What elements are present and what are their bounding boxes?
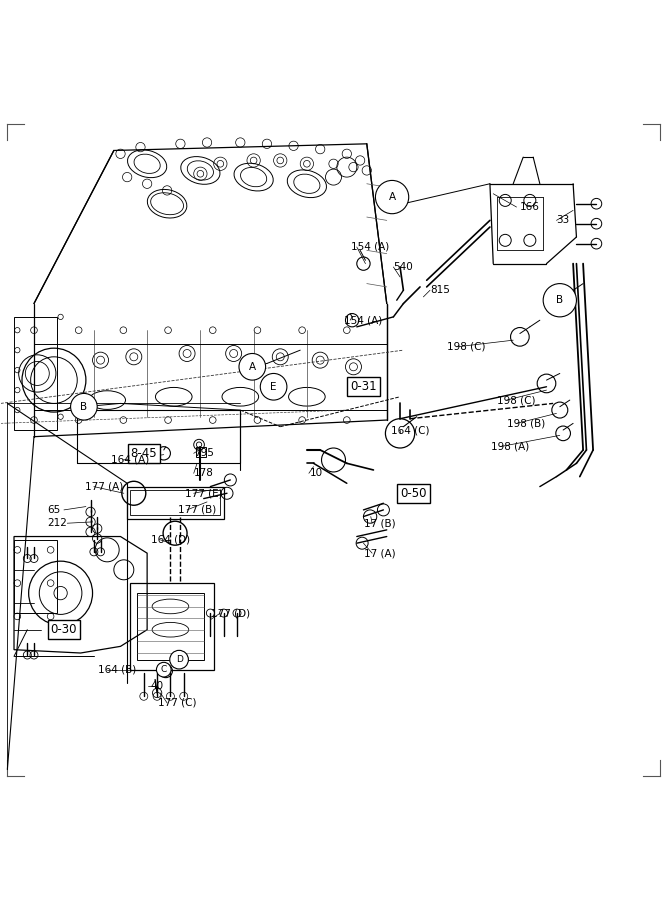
Text: 0-31: 0-31 <box>350 381 377 393</box>
Bar <box>195 446 205 456</box>
Text: 198 (C): 198 (C) <box>448 342 486 352</box>
Text: 17 (B): 17 (B) <box>364 518 396 528</box>
Text: 164 (D): 164 (D) <box>151 535 190 544</box>
Text: D: D <box>175 655 183 664</box>
Circle shape <box>239 354 265 380</box>
Circle shape <box>71 393 97 420</box>
Text: 795: 795 <box>194 448 213 458</box>
Text: 177 (D): 177 (D) <box>211 608 250 618</box>
Text: 33: 33 <box>556 215 570 225</box>
Text: A: A <box>388 192 396 202</box>
Circle shape <box>543 284 576 317</box>
Text: 212: 212 <box>47 518 67 528</box>
Text: 198 (B): 198 (B) <box>508 418 546 428</box>
Text: 178: 178 <box>194 468 213 478</box>
Bar <box>137 593 203 660</box>
Text: 540: 540 <box>394 262 414 272</box>
Text: 8-45: 8-45 <box>131 446 157 460</box>
Text: 40: 40 <box>151 681 163 691</box>
Text: 177 (C): 177 (C) <box>158 698 196 708</box>
Bar <box>127 487 223 518</box>
Circle shape <box>170 651 188 669</box>
Text: 65: 65 <box>47 505 61 515</box>
Text: B: B <box>80 401 87 411</box>
Text: B: B <box>556 295 564 305</box>
Text: A: A <box>249 362 256 372</box>
Bar <box>14 317 57 430</box>
Text: 177 (E): 177 (E) <box>185 489 223 499</box>
Text: 815: 815 <box>430 285 450 295</box>
Text: 166: 166 <box>520 202 540 212</box>
Text: 154 (A): 154 (A) <box>344 315 383 325</box>
Text: 0-50: 0-50 <box>400 487 427 500</box>
Text: 198 (C): 198 (C) <box>498 395 536 405</box>
Text: 164 (C): 164 (C) <box>391 425 430 435</box>
Circle shape <box>157 662 171 677</box>
Bar <box>131 583 213 670</box>
Text: 10: 10 <box>310 468 323 478</box>
Text: 154 (A): 154 (A) <box>351 242 390 252</box>
Bar <box>14 540 57 613</box>
Text: E: E <box>270 382 277 392</box>
Text: 177 (B): 177 (B) <box>178 505 216 515</box>
Text: 164 (A): 164 (A) <box>111 455 149 465</box>
Text: 198 (A): 198 (A) <box>491 442 529 452</box>
Circle shape <box>260 374 287 400</box>
Circle shape <box>376 180 409 213</box>
Text: C: C <box>161 665 167 674</box>
Text: 0-30: 0-30 <box>51 623 77 636</box>
Text: 17 (A): 17 (A) <box>364 548 396 558</box>
Text: 164 (B): 164 (B) <box>98 665 136 675</box>
Bar <box>131 490 220 515</box>
Text: 177 (A): 177 (A) <box>85 482 123 491</box>
